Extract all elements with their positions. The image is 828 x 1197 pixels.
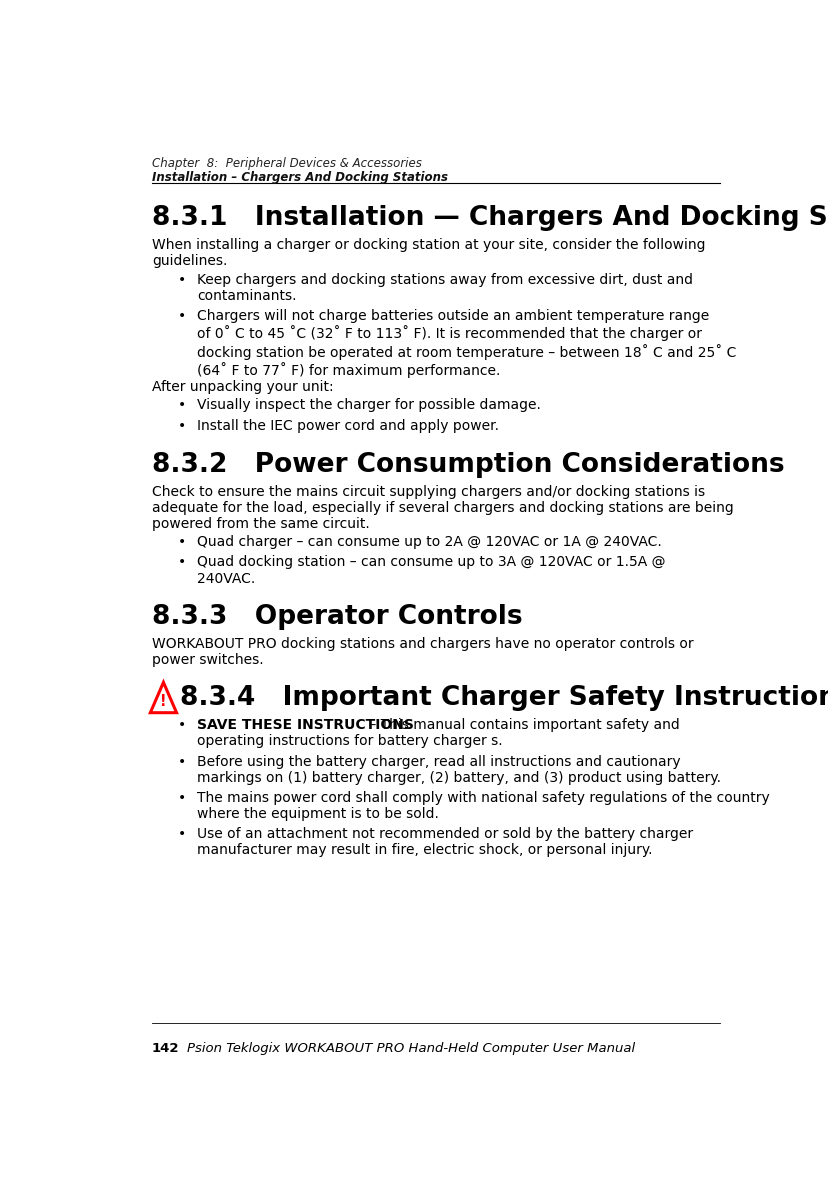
Text: 8.3.3   Operator Controls: 8.3.3 Operator Controls [152,604,522,630]
Text: Chapter  8:  Peripheral Devices & Accessories: Chapter 8: Peripheral Devices & Accessor… [152,158,421,170]
Text: Visually inspect the charger for possible damage.: Visually inspect the charger for possibl… [196,399,540,413]
Polygon shape [150,682,176,712]
Text: Chargers will not charge batteries outside an ambient temperature range
of 0˚ C : Chargers will not charge batteries outsi… [196,309,735,378]
Text: Use of an attachment not recommended or sold by the battery charger
manufacturer: Use of an attachment not recommended or … [196,827,692,857]
Text: Installation – Chargers And Docking Stations: Installation – Chargers And Docking Stat… [152,170,447,183]
Text: •: • [177,791,185,804]
Text: •: • [177,419,185,433]
Text: •: • [177,399,185,413]
Text: Quad charger – can consume up to 2A @ 120VAC or 1A @ 240VAC.: Quad charger – can consume up to 2A @ 12… [196,535,661,549]
Text: •: • [177,309,185,323]
Text: WORKABOUT PRO docking stations and chargers have no operator controls or
power s: WORKABOUT PRO docking stations and charg… [152,637,692,667]
Text: •: • [177,827,185,841]
Text: •: • [177,754,185,768]
Text: 8.3.4   Important Charger Safety Instructions: 8.3.4 Important Charger Safety Instructi… [181,686,828,711]
Text: When installing a charger or docking station at your site, consider the followin: When installing a charger or docking sta… [152,238,705,268]
Text: 8.3.2   Power Consumption Considerations: 8.3.2 Power Consumption Considerations [152,451,783,478]
Text: 142: 142 [152,1043,179,1056]
Text: operating instructions for battery charger s.: operating instructions for battery charg… [196,734,502,748]
Text: Quad docking station – can consume up to 3A @ 120VAC or 1.5A @
240VAC.: Quad docking station – can consume up to… [196,555,665,585]
Text: – This manual contains important safety and: – This manual contains important safety … [364,718,679,733]
Text: •: • [177,718,185,733]
Text: Keep chargers and docking stations away from excessive dirt, dust and
contaminan: Keep chargers and docking stations away … [196,273,692,303]
Text: The mains power cord shall comply with national safety regulations of the countr: The mains power cord shall comply with n… [196,791,768,821]
Text: Check to ensure the mains circuit supplying chargers and/or docking stations is
: Check to ensure the mains circuit supply… [152,485,733,531]
Text: 8.3.1   Installation — Chargers And Docking Stations: 8.3.1 Installation — Chargers And Dockin… [152,205,828,231]
Text: •: • [177,535,185,549]
Text: •: • [177,555,185,570]
Text: !: ! [160,694,166,709]
Text: Install the IEC power cord and apply power.: Install the IEC power cord and apply pow… [196,419,498,433]
Text: Before using the battery charger, read all instructions and cautionary
markings : Before using the battery charger, read a… [196,754,720,785]
Text: SAVE THESE INSTRUCTIONS: SAVE THESE INSTRUCTIONS [196,718,413,733]
Text: •: • [177,273,185,286]
Text: After unpacking your unit:: After unpacking your unit: [152,379,333,394]
Text: Psion Teklogix WORKABOUT PRO Hand-Held Computer User Manual: Psion Teklogix WORKABOUT PRO Hand-Held C… [187,1043,634,1056]
